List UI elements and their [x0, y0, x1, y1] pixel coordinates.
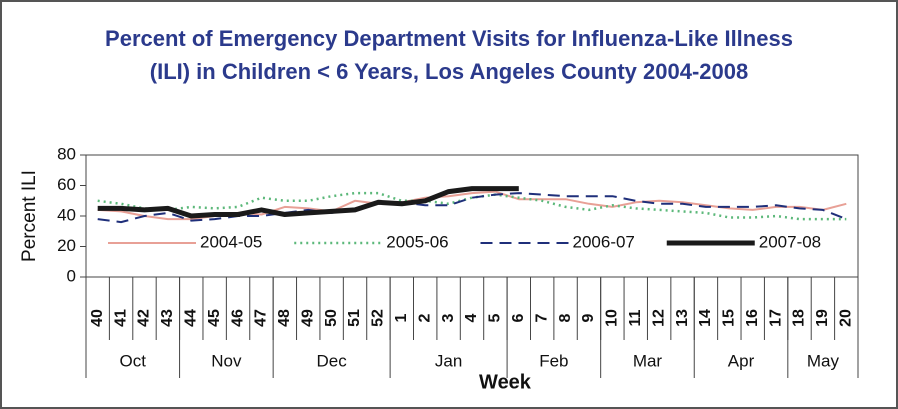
x-tick-label: 18 — [791, 309, 808, 327]
month-label: Dec — [317, 351, 348, 370]
x-tick-label: 16 — [744, 309, 761, 327]
x-tick-label: 9 — [580, 313, 597, 322]
month-label: Mar — [633, 351, 663, 370]
x-tick-label: 7 — [533, 313, 550, 322]
x-tick-label: 10 — [604, 309, 621, 327]
x-tick-label: 42 — [136, 309, 153, 327]
x-tick-label: 12 — [650, 309, 667, 327]
y-tick-label: 60 — [57, 175, 76, 194]
month-label: Feb — [539, 351, 568, 370]
month-label: Oct — [120, 351, 147, 370]
x-tick-label: 44 — [182, 309, 199, 327]
y-tick-label: 0 — [67, 266, 76, 285]
x-tick-label: 47 — [253, 309, 270, 327]
chart-title: Percent of Emergency Department Visits f… — [105, 26, 793, 84]
month-label: Apr — [728, 351, 755, 370]
y-tick-label: 80 — [57, 144, 76, 163]
x-tick-label: 6 — [510, 313, 527, 322]
month-label: May — [807, 351, 840, 370]
x-tick-label: 20 — [838, 309, 855, 327]
series-line — [97, 186, 519, 219]
x-tick-label: 15 — [721, 309, 738, 327]
x-tick-label: 8 — [557, 313, 574, 322]
x-axis-label: Week — [479, 371, 532, 393]
x-tick-label: 11 — [627, 309, 644, 326]
x-tick-label: 2 — [416, 313, 433, 322]
x-tick-label: 5 — [487, 313, 504, 322]
x-tick-label: 50 — [323, 309, 340, 327]
x-tick-label: 49 — [299, 309, 316, 327]
x-tick-label: 51 — [346, 309, 363, 327]
x-tick-label: 13 — [674, 309, 691, 327]
legend-label: 2005-06 — [386, 232, 448, 251]
legend-label: 2007-08 — [759, 232, 821, 251]
x-tick-label: 48 — [276, 309, 293, 327]
y-axis-label: Percent ILI — [19, 170, 40, 262]
x-tick-label: 3 — [440, 313, 457, 322]
series-line — [97, 192, 847, 224]
month-label: Nov — [211, 351, 242, 370]
x-tick-label: 46 — [229, 309, 246, 327]
x-tick-label: 17 — [767, 309, 784, 327]
y-tick-label: 40 — [57, 205, 76, 224]
month-label: Jan — [435, 351, 462, 370]
x-tick-label: 14 — [697, 309, 714, 327]
x-tick-label: 43 — [159, 309, 176, 327]
legend-label: 2006-07 — [573, 232, 635, 251]
x-tick-label: 52 — [370, 309, 387, 327]
x-tick-label: 41 — [112, 309, 129, 327]
x-tick-label: 40 — [89, 309, 106, 327]
x-tick-label: 19 — [814, 309, 831, 327]
x-tick-label: 4 — [463, 313, 480, 322]
legend-label: 2004-05 — [200, 232, 262, 251]
x-tick-label: 1 — [393, 313, 410, 322]
x-tick-label: 45 — [206, 309, 223, 327]
y-tick-label: 20 — [57, 236, 76, 255]
